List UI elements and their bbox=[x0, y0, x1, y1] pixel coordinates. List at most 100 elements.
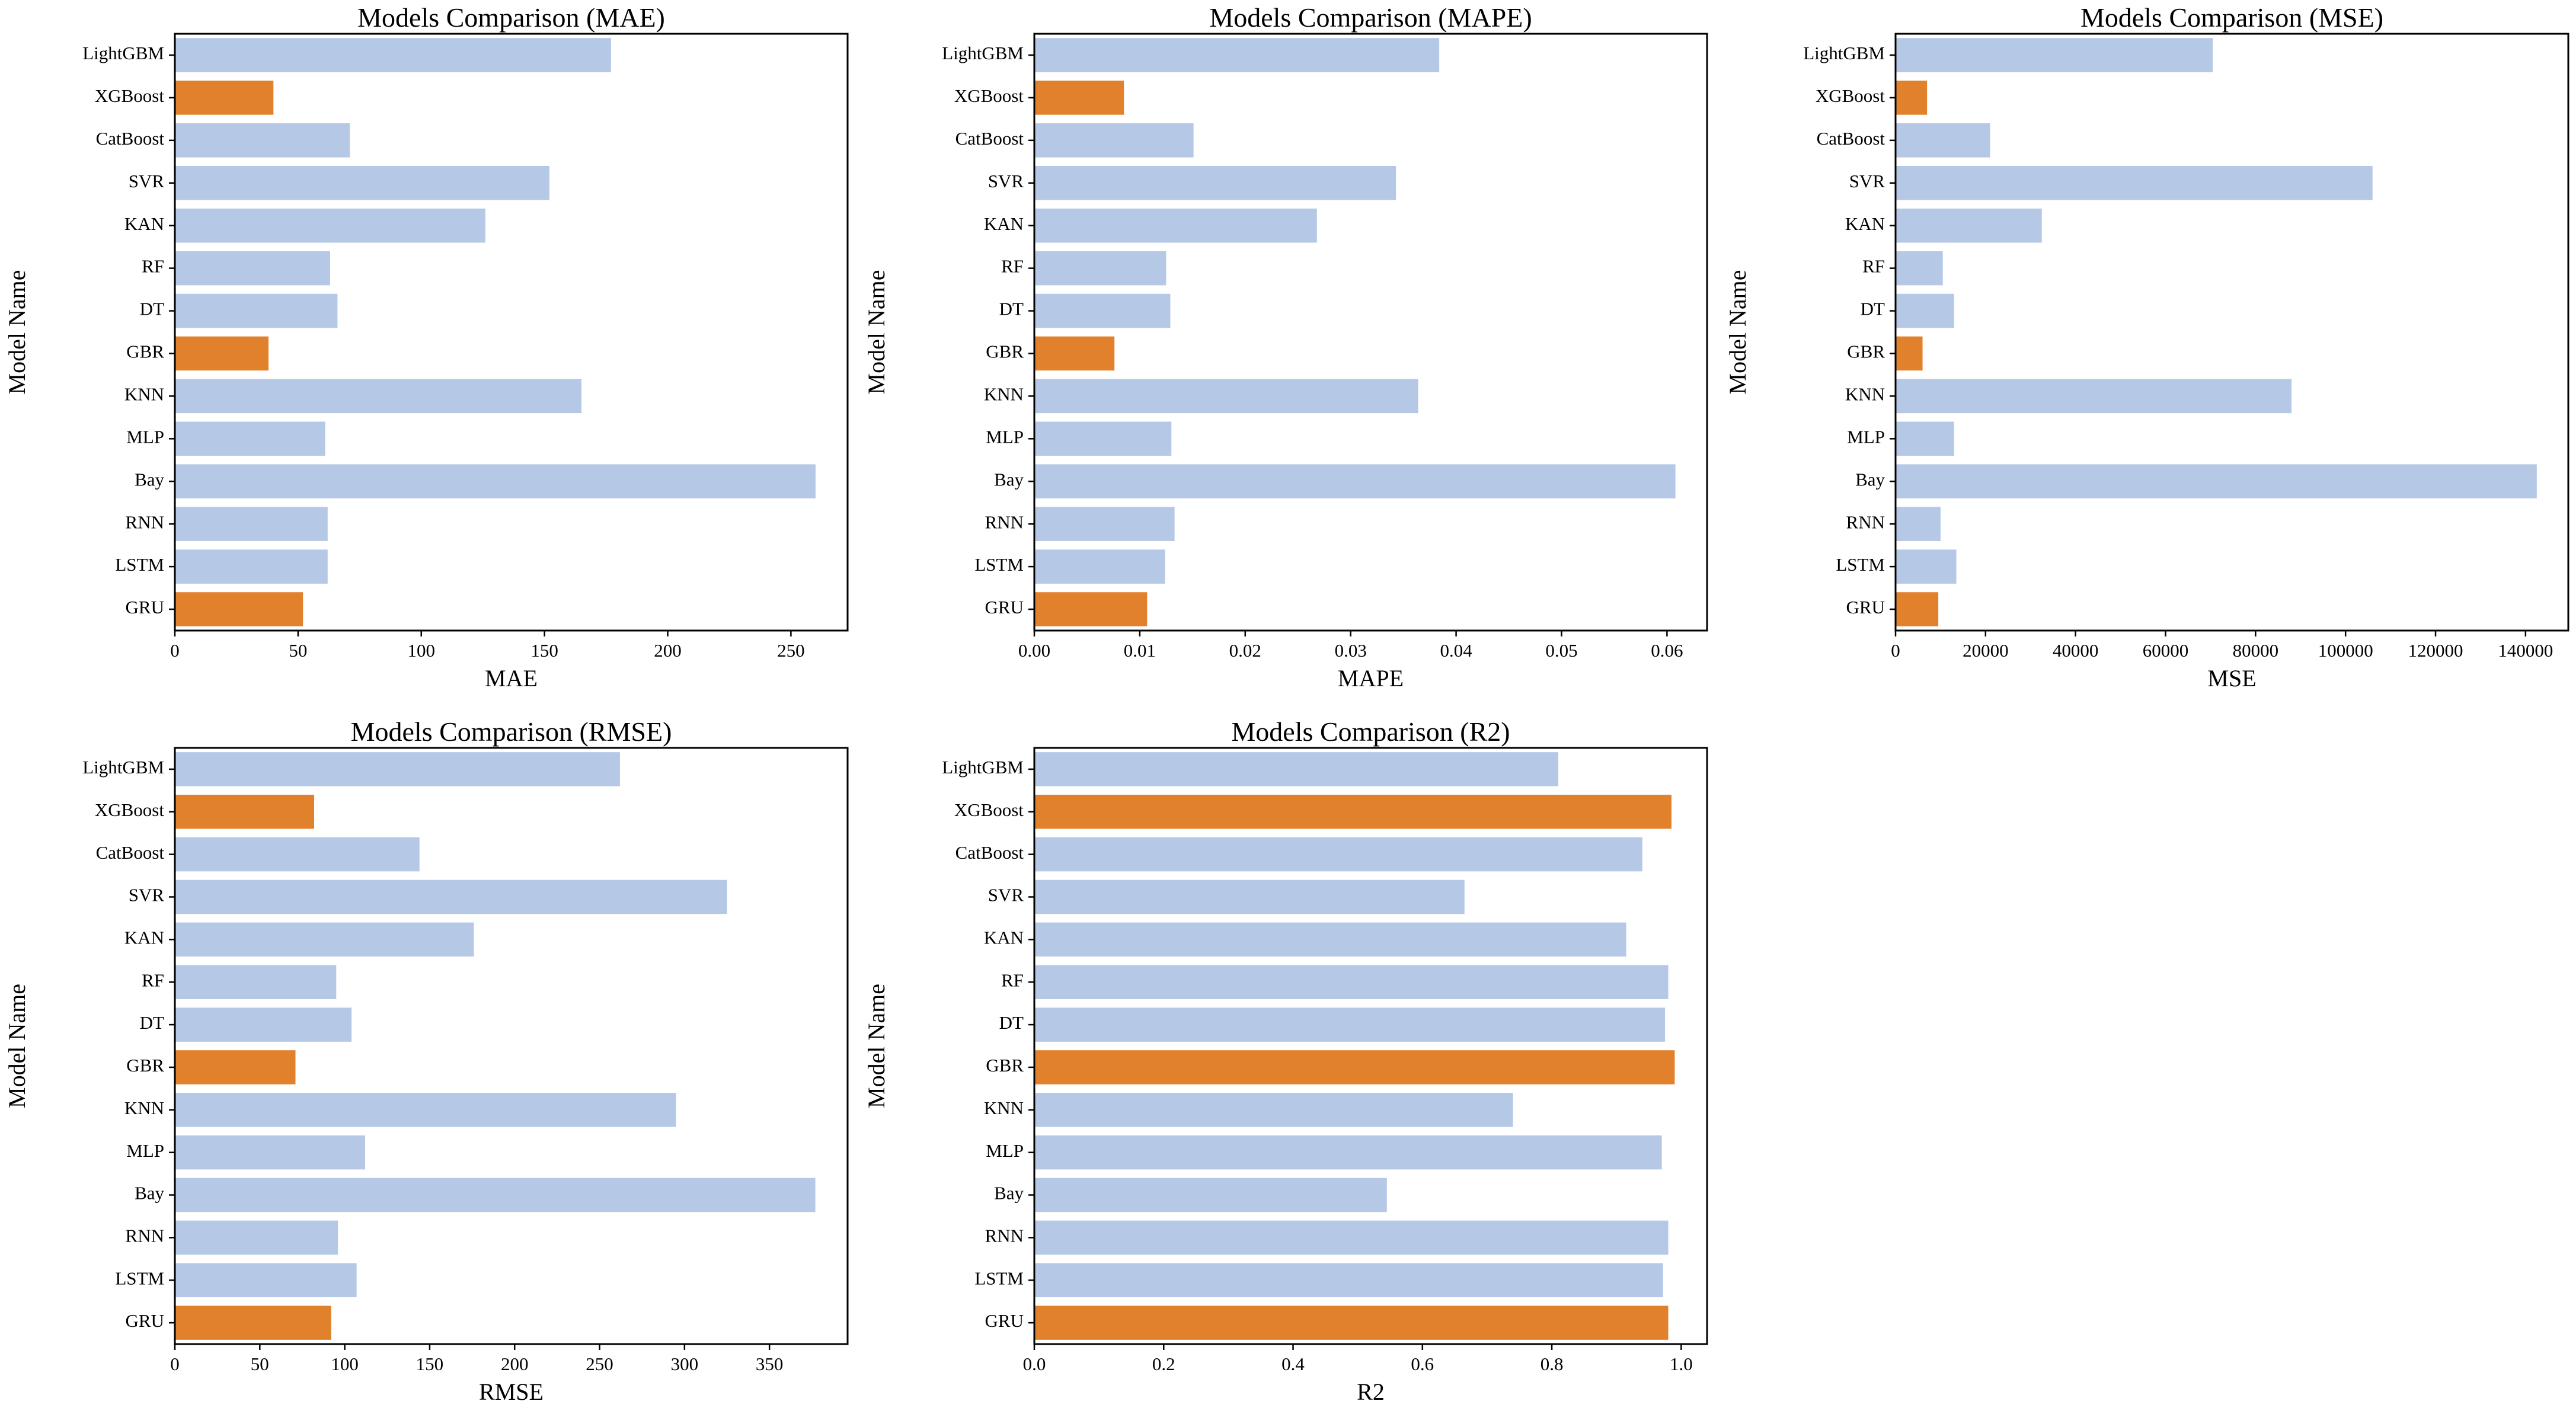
x-tick-label: 60000 bbox=[2143, 640, 2189, 661]
x-tick-label: 50 bbox=[289, 640, 307, 661]
y-tick-label-gru: GRU bbox=[126, 597, 164, 618]
y-tick-label-dt: DT bbox=[140, 299, 164, 319]
plot-frame bbox=[1894, 33, 2569, 632]
bar-xgboost bbox=[175, 81, 274, 115]
y-tick-label-lightgbm: LightGBM bbox=[942, 757, 1024, 778]
bar-kan bbox=[175, 922, 474, 957]
y-tick-label-catboost: CatBoost bbox=[1817, 128, 1885, 149]
y-tick-label-knn: KNN bbox=[1845, 384, 1885, 405]
bar-svr bbox=[175, 165, 549, 200]
bar-catboost bbox=[175, 123, 350, 158]
bar-gru bbox=[1034, 592, 1148, 626]
x-axis-label: MAE bbox=[485, 665, 538, 692]
x-tick-label: 0.02 bbox=[1229, 640, 1261, 661]
bar-lstm bbox=[175, 1263, 357, 1297]
x-tick-label: 140000 bbox=[2498, 640, 2553, 661]
plot-frame bbox=[174, 33, 849, 632]
x-tick-label: 250 bbox=[586, 1354, 613, 1374]
y-tick-label-kan: KAN bbox=[984, 213, 1024, 234]
bar-xgboost bbox=[175, 795, 315, 829]
bar-bay bbox=[1034, 464, 1676, 499]
plot-frame bbox=[174, 747, 849, 1345]
bar-mlp bbox=[1034, 421, 1172, 456]
bar-lightgbm bbox=[1034, 38, 1440, 72]
y-axis-label: Model Name bbox=[863, 270, 890, 395]
x-tick-label: 200 bbox=[501, 1354, 529, 1374]
y-tick-label-rnn: RNN bbox=[1846, 511, 1885, 532]
bar-gbr bbox=[1034, 1050, 1675, 1085]
x-tick-label: 0 bbox=[1891, 640, 1900, 661]
bar-kan bbox=[1896, 208, 2042, 243]
x-tick-label: 1.0 bbox=[1670, 1354, 1693, 1374]
bar-svr bbox=[1034, 165, 1396, 200]
bar-svr bbox=[175, 879, 727, 914]
bar-lstm bbox=[175, 549, 328, 584]
bar-lightgbm bbox=[1034, 752, 1558, 786]
x-tick-label: 100 bbox=[408, 640, 436, 661]
bar-mlp bbox=[1896, 421, 1954, 456]
y-tick-label-mlp: MLP bbox=[986, 1140, 1024, 1161]
y-axis-label: Model Name bbox=[1724, 270, 1751, 395]
x-tick-label: 100000 bbox=[2318, 640, 2373, 661]
chart-title: Models Comparison (MSE) bbox=[2080, 2, 2383, 33]
y-tick-label-lightgbm: LightGBM bbox=[82, 757, 164, 778]
y-tick-label-lightgbm: LightGBM bbox=[942, 43, 1024, 63]
x-tick-label: 0.2 bbox=[1152, 1354, 1175, 1374]
bar-rnn bbox=[175, 507, 328, 541]
x-axis-label: RMSE bbox=[479, 1378, 544, 1405]
chart-panel-rmse: LightGBM XGBoost CatBoost SVR KAN RF DT GBR KNN M… bbox=[4, 716, 849, 1405]
chart-title: Models Comparison (MAPE) bbox=[1209, 2, 1532, 33]
y-tick-label-gbr: GBR bbox=[126, 1055, 164, 1076]
bar-gru bbox=[175, 592, 303, 626]
chart-title: Models Comparison (RMSE) bbox=[351, 716, 672, 747]
y-tick-label-catboost: CatBoost bbox=[955, 842, 1024, 863]
bar-lightgbm bbox=[175, 38, 611, 72]
x-tick-label: 150 bbox=[416, 1354, 444, 1374]
x-tick-label: 0.06 bbox=[1651, 640, 1683, 661]
y-tick-label-knn: KNN bbox=[124, 384, 164, 405]
plot-frame bbox=[1033, 33, 1708, 632]
bar-svr bbox=[1896, 165, 2373, 200]
bar-gbr bbox=[1034, 336, 1115, 371]
y-tick-label-gbr: GBR bbox=[1847, 341, 1885, 362]
bar-gbr bbox=[175, 1050, 296, 1085]
bar-gru bbox=[175, 1306, 331, 1340]
y-tick-label-rf: RF bbox=[142, 256, 164, 277]
x-tick-label: 350 bbox=[756, 1354, 784, 1374]
y-tick-label-rf: RF bbox=[1001, 970, 1024, 990]
y-tick-label-svr: SVR bbox=[988, 885, 1024, 906]
y-tick-label-gru: GRU bbox=[985, 1310, 1024, 1331]
bar-rf bbox=[1896, 251, 1943, 286]
y-tick-label-kan: KAN bbox=[124, 927, 164, 948]
bar-lstm bbox=[1896, 549, 1957, 584]
y-tick-label-kan: KAN bbox=[1845, 213, 1885, 234]
y-tick-label-bay: Bay bbox=[135, 1183, 164, 1204]
bar-kan bbox=[1034, 208, 1317, 243]
y-tick-label-gbr: GBR bbox=[126, 341, 164, 362]
y-tick-label-gbr: GBR bbox=[986, 1055, 1024, 1076]
y-tick-label-rnn: RNN bbox=[126, 511, 164, 532]
chart-panel-mape: LightGBM XGBoost CatBoost SVR KAN RF DT GBR KNN M… bbox=[863, 2, 1708, 692]
x-tick-label: 40000 bbox=[2053, 640, 2099, 661]
y-tick-label-lightgbm: LightGBM bbox=[1803, 43, 1885, 63]
bar-rf bbox=[175, 965, 337, 999]
y-tick-label-lstm: LSTM bbox=[974, 554, 1024, 575]
bar-xgboost bbox=[1034, 795, 1671, 829]
x-tick-label: 200 bbox=[654, 640, 682, 661]
bar-knn bbox=[1034, 379, 1418, 414]
y-tick-label-kan: KAN bbox=[984, 927, 1024, 948]
y-tick-label-rf: RF bbox=[1001, 256, 1024, 277]
x-tick-label: 50 bbox=[251, 1354, 269, 1374]
bar-bay bbox=[1034, 1178, 1387, 1213]
x-axis-label: MAPE bbox=[1338, 665, 1404, 692]
bar-bay bbox=[1896, 464, 2537, 499]
bar-rf bbox=[175, 251, 330, 286]
bar-gbr bbox=[1896, 336, 1923, 371]
x-tick-label: 0 bbox=[170, 640, 180, 661]
bar-mlp bbox=[175, 1135, 366, 1170]
y-tick-label-bay: Bay bbox=[1855, 469, 1885, 490]
bar-kan bbox=[1034, 922, 1626, 957]
bar-rnn bbox=[175, 1220, 338, 1255]
x-tick-label: 0.01 bbox=[1124, 640, 1156, 661]
